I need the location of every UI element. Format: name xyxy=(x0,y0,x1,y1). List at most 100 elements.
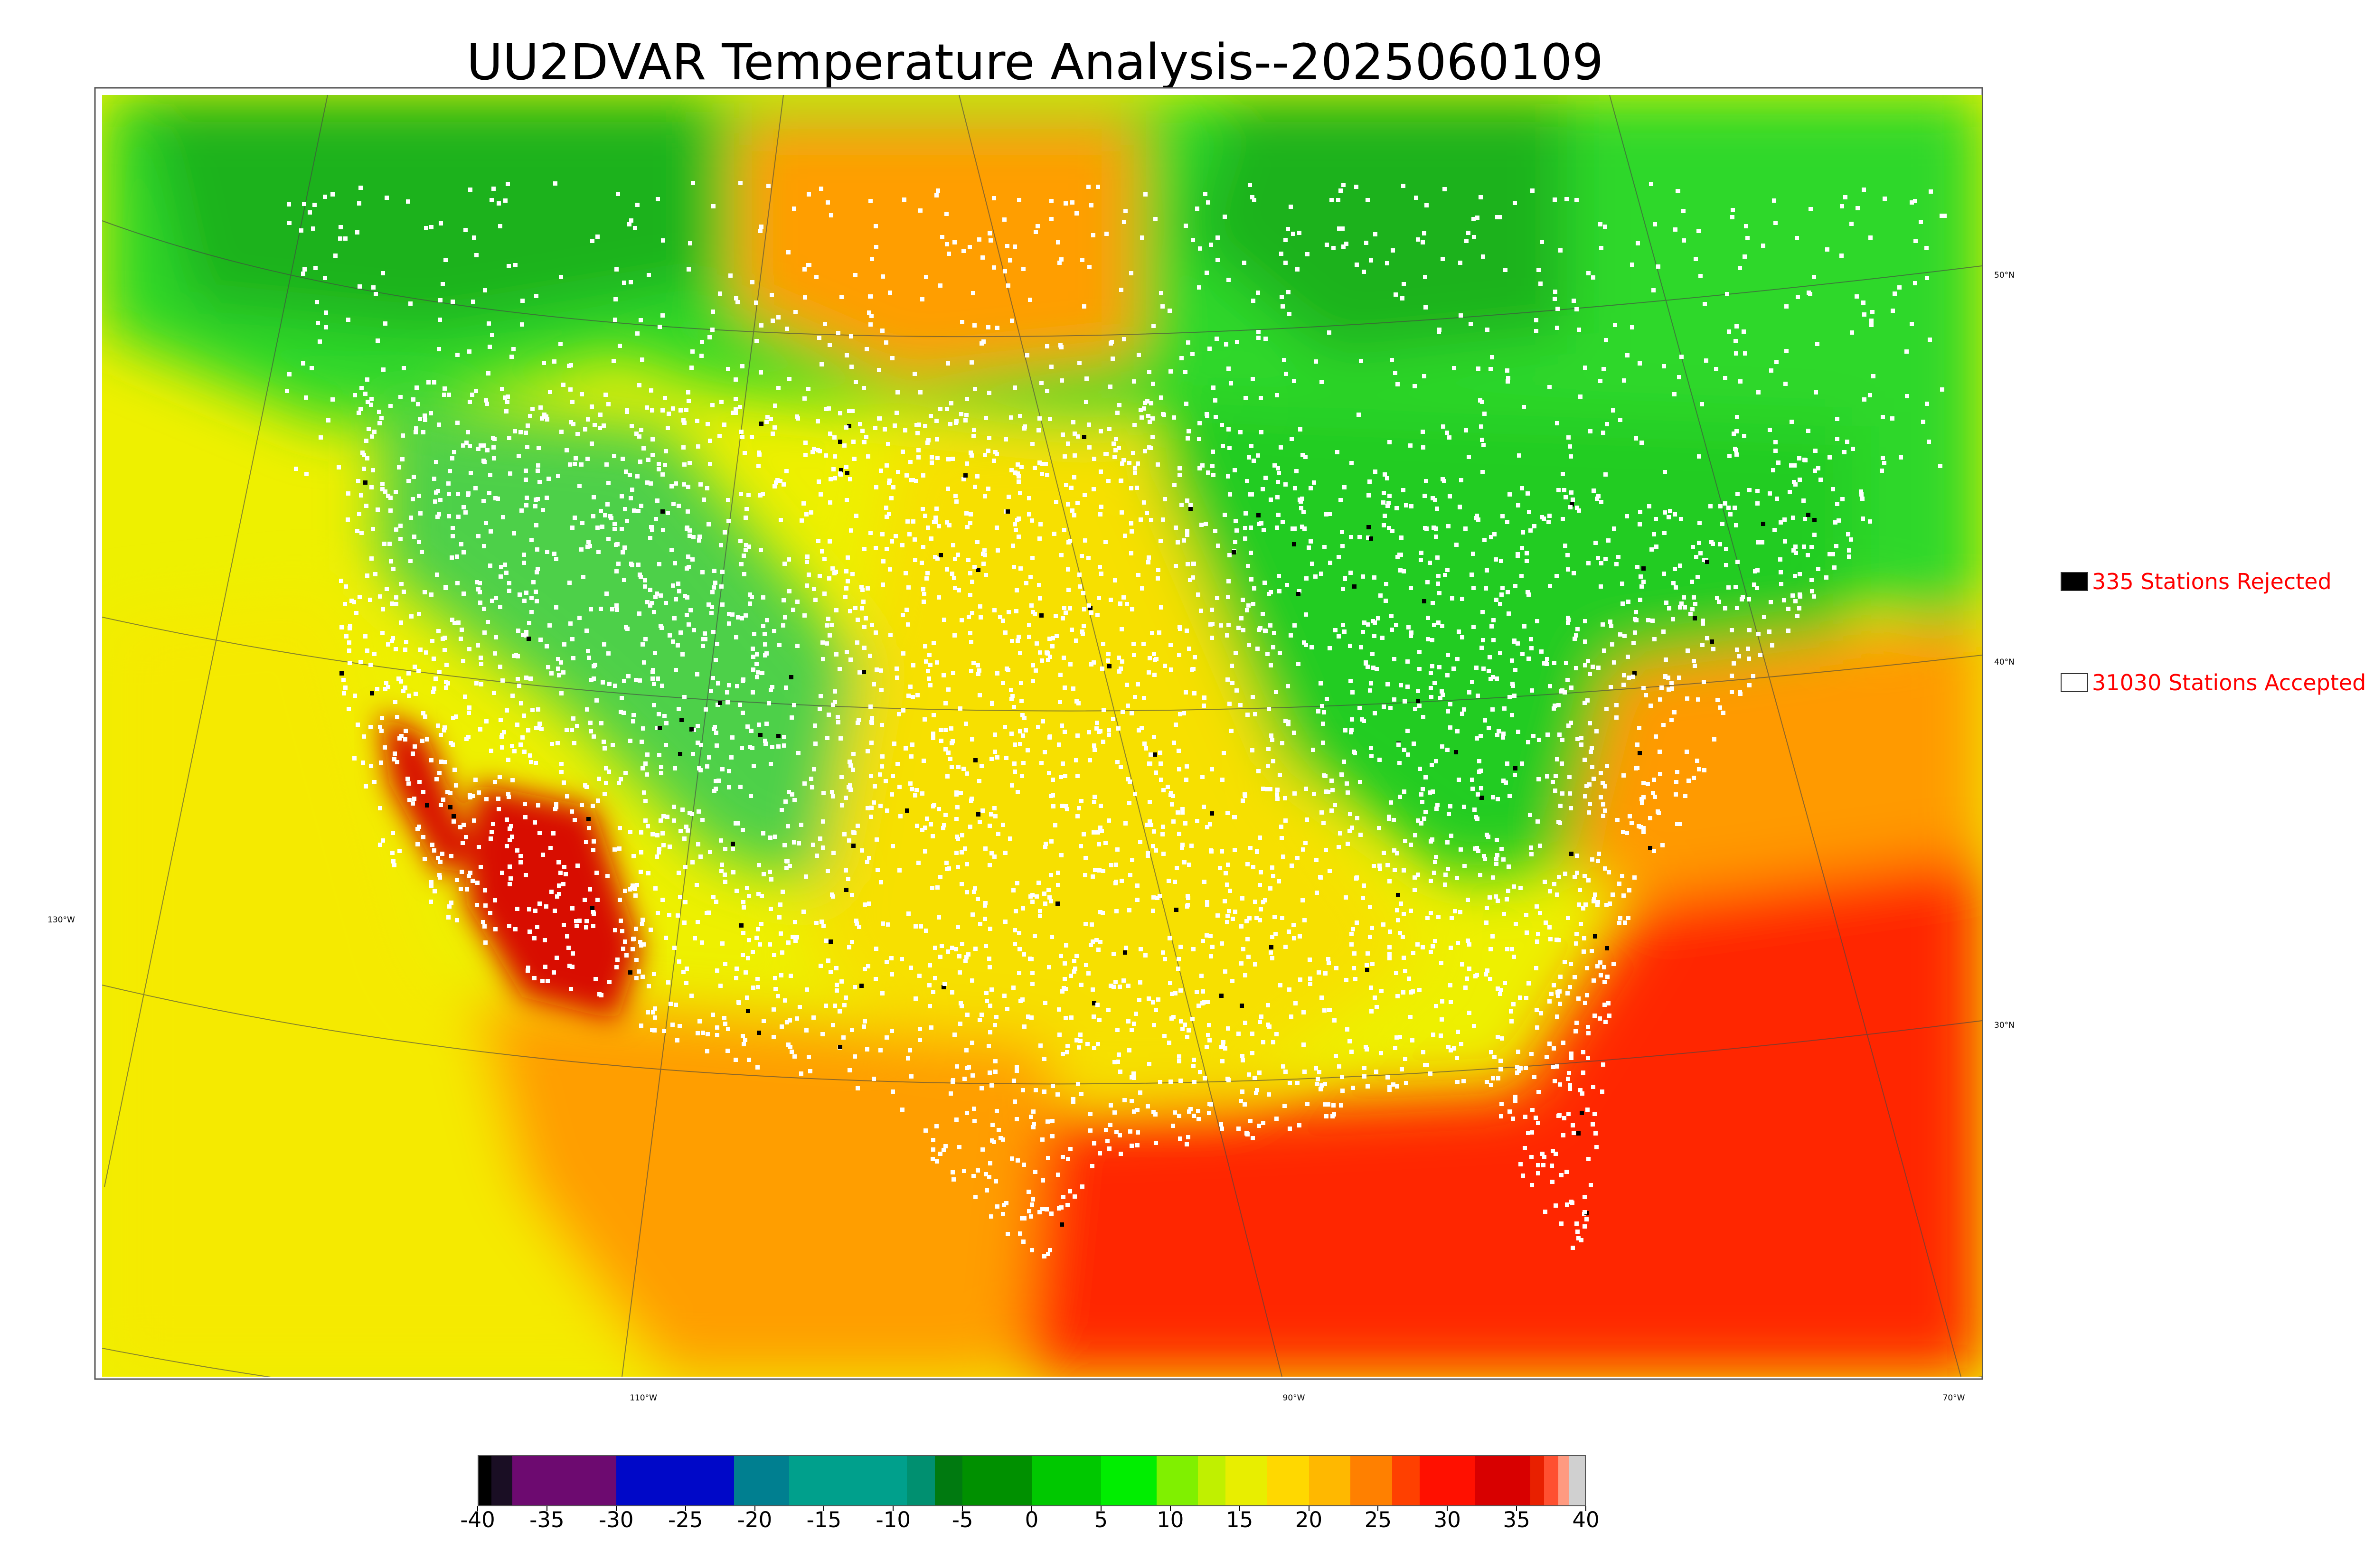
station-accepted xyxy=(1441,693,1445,697)
station-accepted xyxy=(1201,989,1205,994)
station-accepted xyxy=(1051,804,1055,808)
station-accepted xyxy=(1120,510,1124,515)
station-accepted xyxy=(890,972,894,976)
station-accepted xyxy=(1569,721,1573,725)
station-accepted xyxy=(1268,623,1272,628)
station-accepted xyxy=(586,649,590,653)
station-accepted xyxy=(1641,830,1646,834)
station-accepted xyxy=(518,592,522,597)
station-accepted xyxy=(1097,1018,1102,1022)
station-accepted xyxy=(1036,428,1041,432)
station-accepted xyxy=(945,774,950,779)
station-accepted xyxy=(1481,638,1485,642)
station-accepted xyxy=(590,404,594,409)
station-accepted xyxy=(357,512,361,516)
station-accepted xyxy=(1649,704,1653,708)
station-accepted xyxy=(484,719,489,723)
station-accepted xyxy=(1226,623,1231,627)
station-accepted xyxy=(761,624,765,628)
station-accepted xyxy=(570,400,575,404)
station-accepted xyxy=(1027,512,1031,516)
station-accepted xyxy=(1019,465,1024,469)
station-accepted xyxy=(1592,1112,1597,1116)
station-accepted xyxy=(776,994,780,998)
station-accepted xyxy=(1433,498,1437,502)
station-accepted xyxy=(833,689,837,694)
station-accepted xyxy=(688,811,692,815)
station-accepted xyxy=(537,831,542,835)
station-accepted xyxy=(512,654,516,658)
station-accepted xyxy=(602,642,606,647)
station-accepted xyxy=(1592,1014,1597,1018)
station-accepted xyxy=(1018,651,1022,655)
station-accepted xyxy=(378,843,382,847)
station-accepted xyxy=(1243,794,1247,798)
station-accepted xyxy=(935,556,940,561)
station-accepted xyxy=(973,947,978,951)
station-accepted xyxy=(594,977,598,981)
station-accepted xyxy=(1002,994,1007,998)
station-accepted xyxy=(339,579,343,583)
station-accepted xyxy=(1080,1184,1084,1189)
station-accepted xyxy=(1501,732,1506,736)
station-accepted xyxy=(1686,779,1691,783)
station-accepted xyxy=(1176,810,1180,815)
station-accepted xyxy=(661,528,665,532)
station-accepted xyxy=(1099,469,1103,474)
station-accepted xyxy=(949,1091,953,1096)
station-accepted xyxy=(1340,1089,1345,1093)
station-accepted xyxy=(1148,819,1152,824)
station-accepted xyxy=(1301,510,1306,514)
station-accepted xyxy=(557,883,561,888)
station-accepted xyxy=(935,1159,939,1164)
station-accepted xyxy=(649,928,653,932)
station-accepted xyxy=(895,667,899,671)
station-accepted xyxy=(378,806,382,810)
station-accepted xyxy=(683,900,688,904)
station-accepted xyxy=(1496,1076,1500,1080)
station-accepted xyxy=(741,1034,745,1038)
plains-region xyxy=(807,427,1424,1092)
station-accepted xyxy=(530,708,535,712)
station-accepted xyxy=(505,817,509,822)
station-accepted xyxy=(1446,524,1451,528)
station-accepted xyxy=(1734,523,1738,527)
station-accepted xyxy=(1715,596,1719,600)
station-accepted xyxy=(874,485,878,489)
station-accepted xyxy=(1628,814,1632,818)
station-accepted xyxy=(436,723,440,728)
station-accepted xyxy=(1513,773,1517,777)
station-accepted xyxy=(1496,986,1500,991)
station-accepted xyxy=(938,955,942,959)
station-accepted xyxy=(1292,623,1297,628)
station-accepted xyxy=(1315,891,1319,895)
station-accepted xyxy=(1299,506,1303,510)
station-accepted xyxy=(1718,705,1722,710)
station-accepted xyxy=(892,742,896,746)
station-accepted xyxy=(1280,836,1284,840)
station-accepted xyxy=(1191,1064,1196,1068)
station-accepted xyxy=(577,484,582,488)
station-accepted xyxy=(1036,881,1041,885)
station-accepted xyxy=(1323,971,1328,976)
station-accepted xyxy=(1599,584,1603,589)
station-accepted xyxy=(985,999,989,1003)
station-accepted xyxy=(1349,535,1353,539)
station-accepted xyxy=(1128,873,1132,877)
station-accepted xyxy=(1426,637,1430,641)
station-accepted xyxy=(628,739,632,743)
station-accepted xyxy=(1330,1114,1335,1118)
station-accepted xyxy=(1147,761,1151,766)
station-accepted xyxy=(720,863,724,867)
station-accepted xyxy=(555,956,559,960)
station-accepted xyxy=(641,918,645,922)
station-accepted xyxy=(1265,787,1269,791)
station-accepted xyxy=(1790,593,1795,598)
station-accepted xyxy=(954,817,959,821)
station-accepted xyxy=(1387,817,1391,821)
station-accepted xyxy=(1489,1050,1493,1054)
station-accepted xyxy=(738,539,743,543)
station-accepted xyxy=(1661,723,1666,727)
station-accepted xyxy=(677,504,681,508)
station-accepted xyxy=(968,521,972,525)
